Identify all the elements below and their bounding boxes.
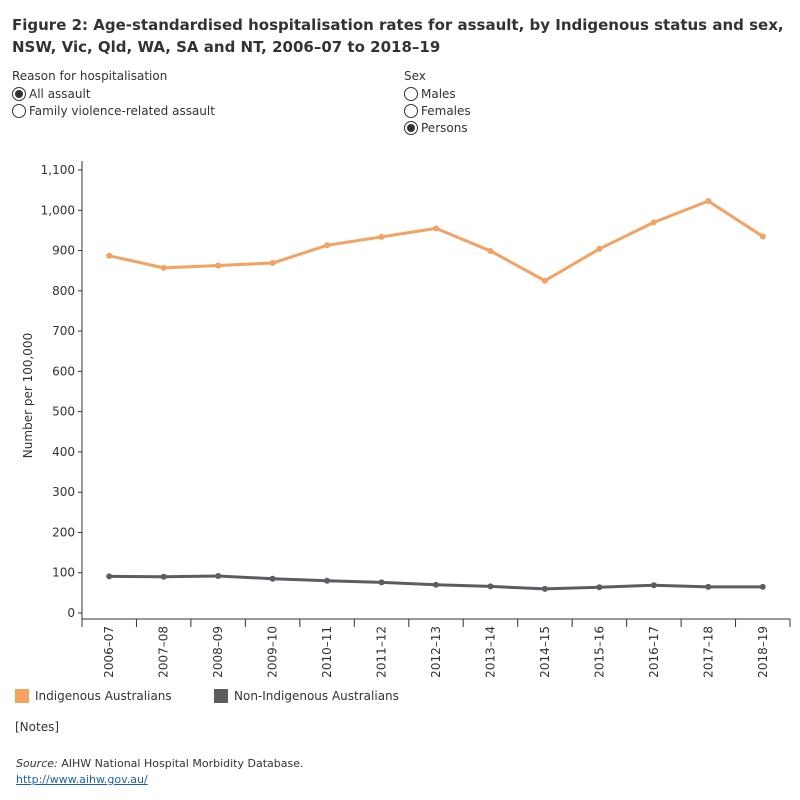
- y-tick-label: 200: [52, 525, 75, 539]
- line-chart: 0 100 200 300 400 500 600 700 800 900 1,000 1,100 Nu…: [21, 161, 791, 678]
- sex-option-females[interactable]: Females: [404, 102, 471, 119]
- x-tick-label: 2008–09: [211, 626, 225, 678]
- source-line: Source: AIHW National Hospital Morbidity…: [16, 757, 303, 770]
- sex-option-males[interactable]: Males: [404, 85, 471, 102]
- legend-item-non-indigenous[interactable]: Non-Indigenous Australians: [214, 689, 399, 703]
- radio-unselected-icon[interactable]: [404, 86, 418, 101]
- data-point: [705, 198, 712, 205]
- data-point: [541, 277, 548, 284]
- chart-title: Figure 2: Age-standardised hospitalisati…: [12, 16, 784, 56]
- x-tick-label: 2007–08: [157, 626, 171, 678]
- data-point: [596, 245, 603, 252]
- y-tick-label: 300: [52, 485, 75, 499]
- x-tick-label: 2015–16: [592, 626, 606, 678]
- y-tick-label: 0: [67, 606, 75, 620]
- reason-filter-label: Reason for hospitalisation: [12, 69, 168, 83]
- y-tick-label: 100: [52, 566, 75, 580]
- sex-filter-label: Sex: [404, 69, 426, 83]
- data-point: [269, 575, 276, 582]
- data-point: [378, 233, 385, 240]
- data-point: [378, 579, 385, 586]
- sex-option-persons[interactable]: Persons: [404, 119, 471, 136]
- data-point: [106, 252, 113, 259]
- radio-unselected-icon[interactable]: [404, 103, 418, 118]
- y-tick-label: 400: [52, 445, 75, 459]
- x-tick-label: 2016–17: [647, 626, 661, 678]
- y-axis-title: Number per 100,000: [21, 333, 35, 458]
- legend-swatch: [214, 689, 228, 703]
- data-point: [487, 583, 494, 590]
- data-point: [650, 219, 657, 226]
- sex-option-label: Males: [421, 86, 456, 101]
- data-point: [433, 581, 439, 588]
- x-tick-label: 2010–11: [320, 626, 334, 678]
- x-tick-label: 2018–19: [756, 626, 770, 678]
- data-point: [596, 584, 603, 591]
- data-point: [160, 264, 167, 271]
- reason-option-label: All assault: [29, 86, 91, 101]
- source-prefix: Source:: [16, 757, 58, 770]
- data-point: [269, 260, 276, 267]
- data-point: [487, 247, 494, 254]
- legend-label: Non-Indigenous Australians: [234, 689, 399, 703]
- radio-selected-icon[interactable]: [12, 86, 26, 101]
- data-point: [324, 242, 331, 249]
- reason-option-family-violence[interactable]: Family violence-related assault: [12, 102, 215, 119]
- sex-filter: Sex Males Females Persons: [404, 69, 471, 136]
- legend-swatch: [15, 689, 29, 703]
- x-tick-label: 2006–07: [102, 626, 116, 678]
- y-tick-label: 1,000: [41, 203, 75, 217]
- notes-link[interactable]: [Notes]: [15, 720, 60, 734]
- data-point: [759, 583, 766, 590]
- data-point: [324, 577, 331, 584]
- data-point: [705, 583, 712, 590]
- sex-option-label: Persons: [421, 120, 468, 135]
- y-tick-label: 500: [52, 405, 75, 419]
- source-url-link[interactable]: http://www.aihw.gov.au/: [16, 773, 148, 786]
- y-tick-label: 700: [52, 324, 75, 338]
- reason-filter: Reason for hospitalisation All assault F…: [12, 69, 215, 119]
- data-point: [215, 262, 222, 269]
- sex-option-label: Females: [421, 103, 471, 118]
- reason-option-label: Family violence-related assault: [29, 103, 215, 118]
- y-tick-label: 900: [52, 244, 75, 258]
- legend-item-indigenous[interactable]: Indigenous Australians: [15, 689, 172, 703]
- data-point: [215, 572, 222, 579]
- y-tick-label: 600: [52, 364, 75, 378]
- legend-label: Indigenous Australians: [35, 689, 172, 703]
- data-point: [433, 225, 439, 232]
- y-tick-label: 800: [52, 284, 75, 298]
- data-point: [650, 582, 657, 589]
- data-point: [106, 573, 113, 580]
- source-text: AIHW National Hospital Morbidity Databas…: [57, 757, 304, 770]
- x-tick-label: 2014–15: [538, 626, 552, 678]
- reason-option-all-assault[interactable]: All assault: [12, 85, 215, 102]
- x-tick-label: 2009–10: [266, 626, 280, 678]
- x-tick-label: 2012–13: [429, 626, 443, 678]
- x-tick-label: 2013–14: [483, 626, 497, 678]
- radio-selected-icon[interactable]: [404, 120, 418, 135]
- x-tick-label: 2011–12: [375, 626, 389, 678]
- data-point: [160, 573, 167, 580]
- indigenous-series-line: [108, 199, 764, 283]
- data-point: [541, 585, 548, 592]
- y-tick-label: 1,100: [41, 163, 75, 177]
- data-point: [759, 233, 766, 240]
- x-tick-label: 2017–18: [701, 626, 715, 678]
- radio-unselected-icon[interactable]: [12, 103, 26, 118]
